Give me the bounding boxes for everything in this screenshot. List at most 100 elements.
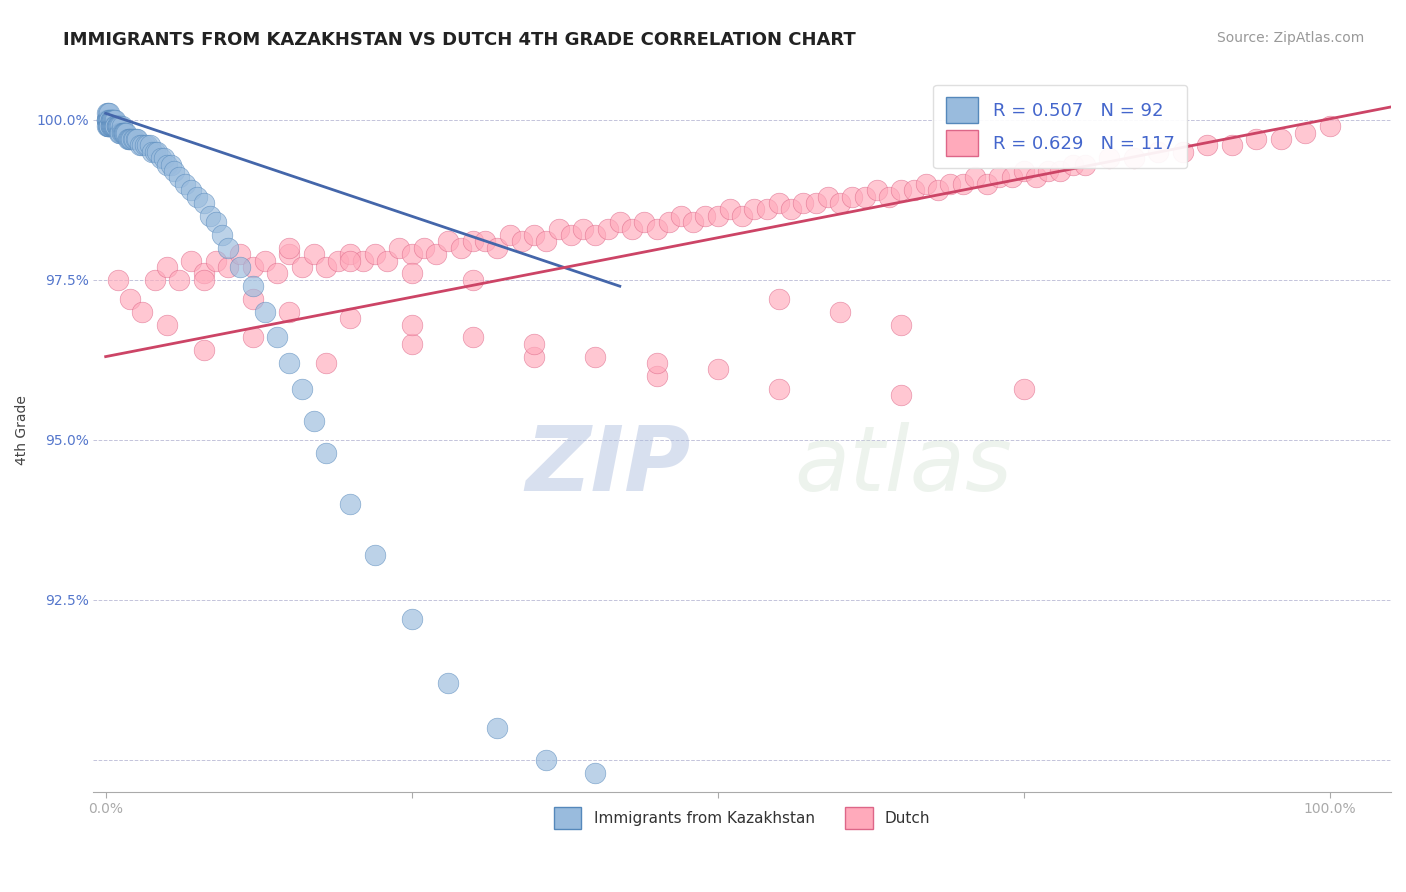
Point [621, 221, 644, 235]
Point [139, 138, 162, 153]
Point [136, 138, 159, 153]
Point [560, 227, 582, 242]
Point [328, 253, 350, 268]
Point [486, 721, 509, 735]
Point [401, 318, 423, 332]
Point [768, 292, 790, 306]
Point [96, 112, 118, 127]
Legend: Immigrants from Kazakhstan, Dutch: Immigrants from Kazakhstan, Dutch [548, 801, 936, 835]
Point [536, 235, 558, 249]
Point [242, 330, 264, 344]
Point [988, 170, 1011, 185]
Point [96, 112, 118, 127]
Point [1171, 145, 1194, 159]
Point [731, 209, 754, 223]
Point [364, 247, 387, 261]
Point [120, 132, 142, 146]
Point [97, 112, 120, 127]
Point [98, 119, 121, 133]
Point [315, 356, 337, 370]
Point [100, 119, 122, 133]
Point [1270, 132, 1292, 146]
Y-axis label: 4th Grade: 4th Grade [15, 395, 30, 465]
Point [242, 292, 264, 306]
Point [131, 305, 153, 319]
Point [583, 765, 606, 780]
Point [437, 676, 460, 690]
Point [339, 253, 361, 268]
Point [205, 215, 228, 229]
Point [120, 132, 142, 146]
Point [375, 253, 398, 268]
Point [278, 356, 301, 370]
Point [217, 260, 239, 274]
Point [163, 164, 186, 178]
Point [242, 260, 264, 274]
Point [167, 170, 190, 185]
Point [669, 209, 692, 223]
Point [105, 119, 128, 133]
Point [536, 753, 558, 767]
Point [302, 414, 325, 428]
Point [1012, 164, 1035, 178]
Point [755, 202, 778, 217]
Text: atlas: atlas [794, 423, 1012, 510]
Point [205, 253, 228, 268]
Point [278, 241, 301, 255]
Point [101, 119, 124, 133]
Point [100, 112, 122, 127]
Point [890, 318, 912, 332]
Point [122, 132, 145, 146]
Point [180, 183, 202, 197]
Point [120, 292, 142, 306]
Point [107, 273, 129, 287]
Point [804, 196, 827, 211]
Point [780, 202, 803, 217]
Point [718, 202, 741, 217]
Point [596, 221, 619, 235]
Point [100, 112, 122, 127]
Point [143, 273, 166, 287]
Point [963, 170, 986, 185]
Point [101, 119, 124, 133]
Point [131, 138, 153, 153]
Point [1246, 132, 1268, 146]
Point [853, 189, 876, 203]
Point [1038, 164, 1060, 178]
Point [461, 330, 484, 344]
Point [96, 106, 118, 120]
Point [134, 138, 156, 153]
Point [486, 241, 509, 255]
Point [103, 112, 125, 127]
Point [645, 356, 668, 370]
Point [645, 368, 668, 383]
Point [401, 247, 423, 261]
Point [817, 189, 839, 203]
Point [159, 157, 181, 171]
Point [841, 189, 863, 203]
Point [461, 273, 484, 287]
Point [129, 138, 152, 153]
Point [110, 126, 132, 140]
Point [146, 145, 169, 159]
Point [100, 119, 122, 133]
Point [572, 221, 595, 235]
Point [115, 126, 138, 140]
Point [952, 177, 974, 191]
Point [510, 235, 533, 249]
Point [645, 221, 668, 235]
Point [290, 382, 312, 396]
Point [278, 305, 301, 319]
Point [523, 227, 546, 242]
Point [180, 253, 202, 268]
Point [167, 273, 190, 287]
Point [125, 132, 148, 146]
Point [193, 266, 215, 280]
Point [1122, 151, 1144, 165]
Point [744, 202, 766, 217]
Point [877, 189, 900, 203]
Point [266, 266, 288, 280]
Point [695, 209, 717, 223]
Point [127, 132, 149, 146]
Point [229, 247, 252, 261]
